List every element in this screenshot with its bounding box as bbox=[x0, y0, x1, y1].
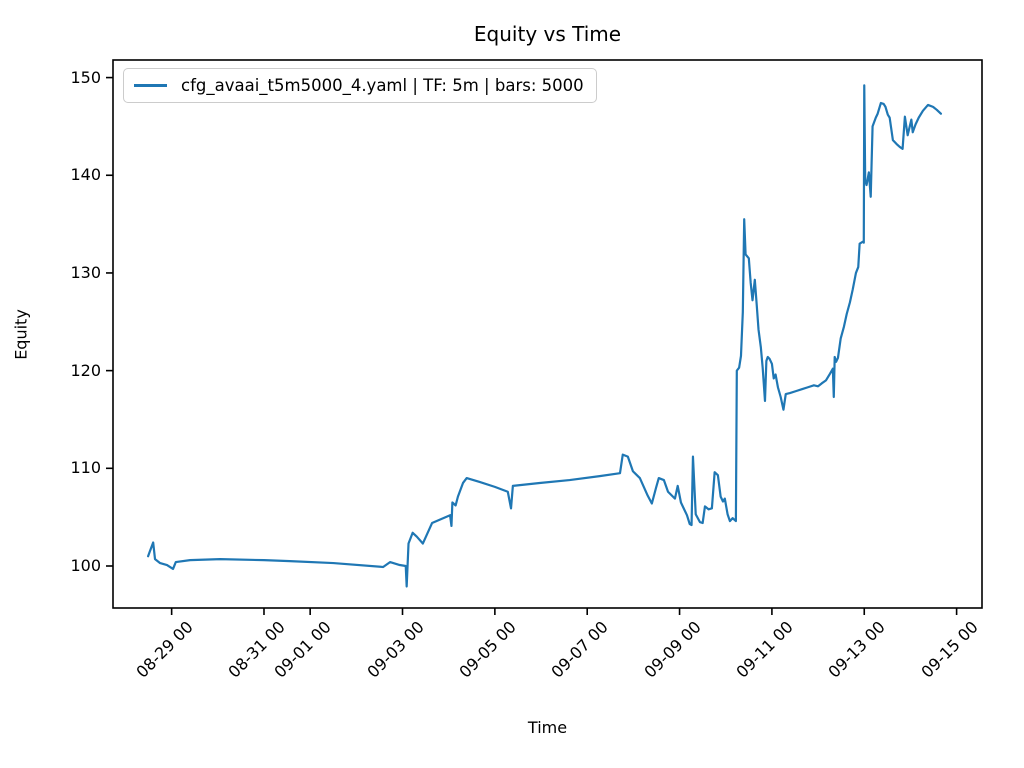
x-axis-label: Time bbox=[527, 718, 568, 737]
legend-line-sample-icon bbox=[134, 84, 167, 87]
y-tick-label: 130 bbox=[70, 262, 101, 282]
y-tick-label: 110 bbox=[70, 458, 101, 478]
legend: cfg_avaai_t5m5000_4.yaml | TF: 5m | bars… bbox=[123, 68, 597, 103]
axes-spines bbox=[112, 59, 983, 609]
equity-line-series bbox=[146, 84, 943, 588]
y-tick-label: 100 bbox=[70, 555, 101, 575]
y-tick-label: 150 bbox=[70, 67, 101, 87]
chart-title: Equity vs Time bbox=[473, 22, 622, 46]
y-tick-label: 120 bbox=[70, 360, 101, 380]
y-tick-label: 140 bbox=[70, 165, 101, 185]
legend-series-label: cfg_avaai_t5m5000_4.yaml | TF: 5m | bars… bbox=[181, 76, 584, 95]
